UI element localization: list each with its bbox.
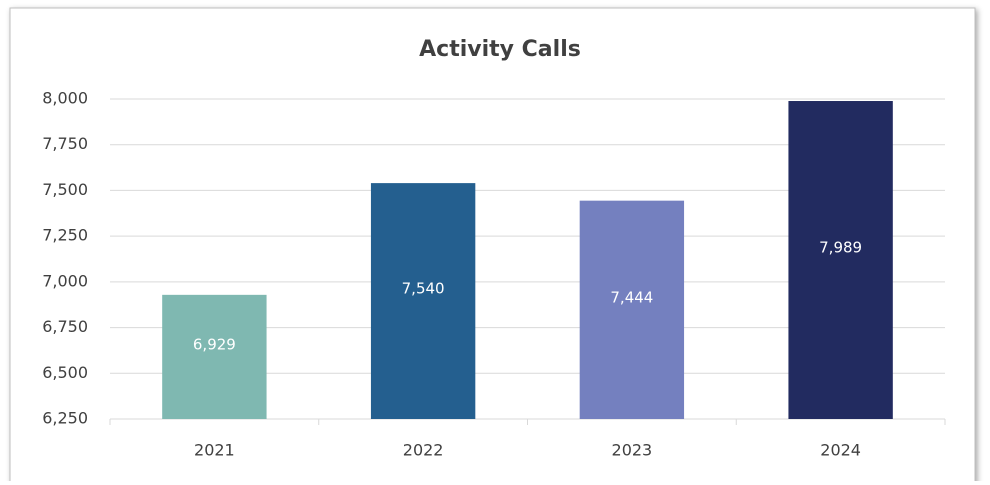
y-tick-label: 6,500	[42, 363, 88, 382]
data-label: 7,989	[819, 239, 862, 257]
x-tick-label: 2022	[403, 441, 444, 460]
x-tick-label: 2024	[820, 441, 861, 460]
data-label: 7,444	[610, 288, 653, 306]
data-label: 6,929	[193, 335, 236, 353]
bar	[370, 183, 476, 419]
y-tick-label: 6,750	[42, 317, 88, 336]
data-label: 7,540	[402, 280, 445, 298]
y-tick-label: 8,000	[42, 89, 88, 108]
y-tick-label: 7,750	[42, 134, 88, 153]
x-tick-label: 2021	[194, 441, 235, 460]
y-tick-label: 7,250	[42, 226, 88, 245]
bar	[579, 200, 685, 419]
bar	[788, 101, 893, 420]
x-tick-label: 2023	[612, 441, 653, 460]
y-tick-label: 7,500	[42, 180, 88, 199]
bar	[162, 294, 267, 419]
chart-title: Activity Calls	[419, 37, 581, 62]
y-tick-label: 6,250	[42, 409, 88, 428]
y-tick-label: 7,000	[42, 271, 88, 290]
